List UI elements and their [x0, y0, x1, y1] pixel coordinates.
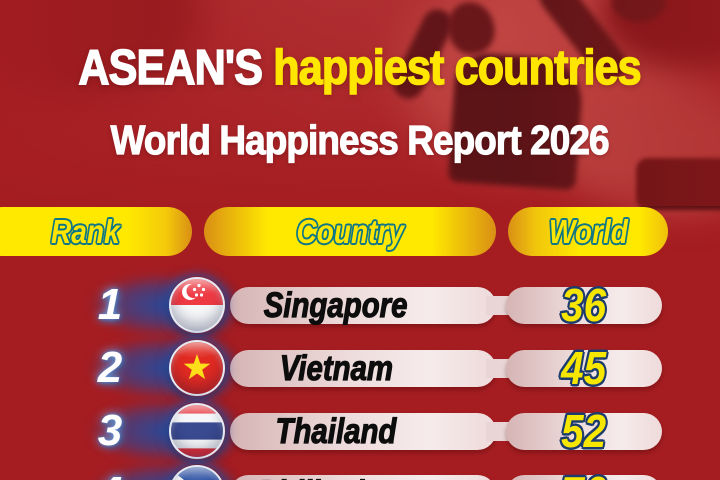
- header-world-label: World: [548, 213, 628, 250]
- world-rank-score: 52: [561, 405, 607, 457]
- score-bar: [506, 287, 662, 324]
- title-prefix: ASEAN'S: [78, 41, 264, 95]
- country-name: Vietnam: [279, 349, 393, 388]
- table-row: 2 Vietnam 45: [0, 317, 720, 421]
- world-rank-score: 76: [561, 470, 606, 480]
- photo-red-tint-overlay: [0, 0, 720, 206]
- table-row: 4 Philippines 76: [0, 442, 720, 480]
- page-subtitle: World Happiness Report 2026: [0, 117, 720, 163]
- header-country: Country: [204, 207, 496, 256]
- score-bar: [506, 350, 662, 387]
- rank-number: 1: [97, 280, 123, 329]
- title-highlight: happiest countries: [273, 41, 643, 95]
- score-bar: [506, 475, 662, 480]
- rank-number: 2: [97, 343, 123, 392]
- header-rank-label: Rank: [50, 213, 120, 250]
- country-bar: [230, 287, 496, 324]
- rank-number: 3: [97, 406, 123, 455]
- subtitle-text: World Happiness Report 2026: [110, 117, 610, 163]
- hero-photo: [0, 0, 720, 210]
- country-name: Singapore: [264, 286, 409, 325]
- rank-number: 4: [88, 468, 132, 480]
- country-name: Thailand: [275, 412, 397, 451]
- country-bar: [230, 475, 496, 480]
- score-bar: [506, 413, 662, 450]
- country-bar: [230, 413, 496, 450]
- country-name: Philippines: [257, 475, 415, 480]
- header-country-label: Country: [296, 213, 404, 250]
- world-rank-score: 36: [561, 279, 607, 331]
- country-bar: [230, 350, 496, 387]
- header-world: World: [508, 207, 668, 256]
- world-rank-score: 45: [561, 342, 607, 394]
- header-rank: Rank: [0, 207, 192, 256]
- page-title: ASEAN'S happiest countries: [0, 41, 720, 95]
- philippines-flag-icon: [168, 464, 226, 480]
